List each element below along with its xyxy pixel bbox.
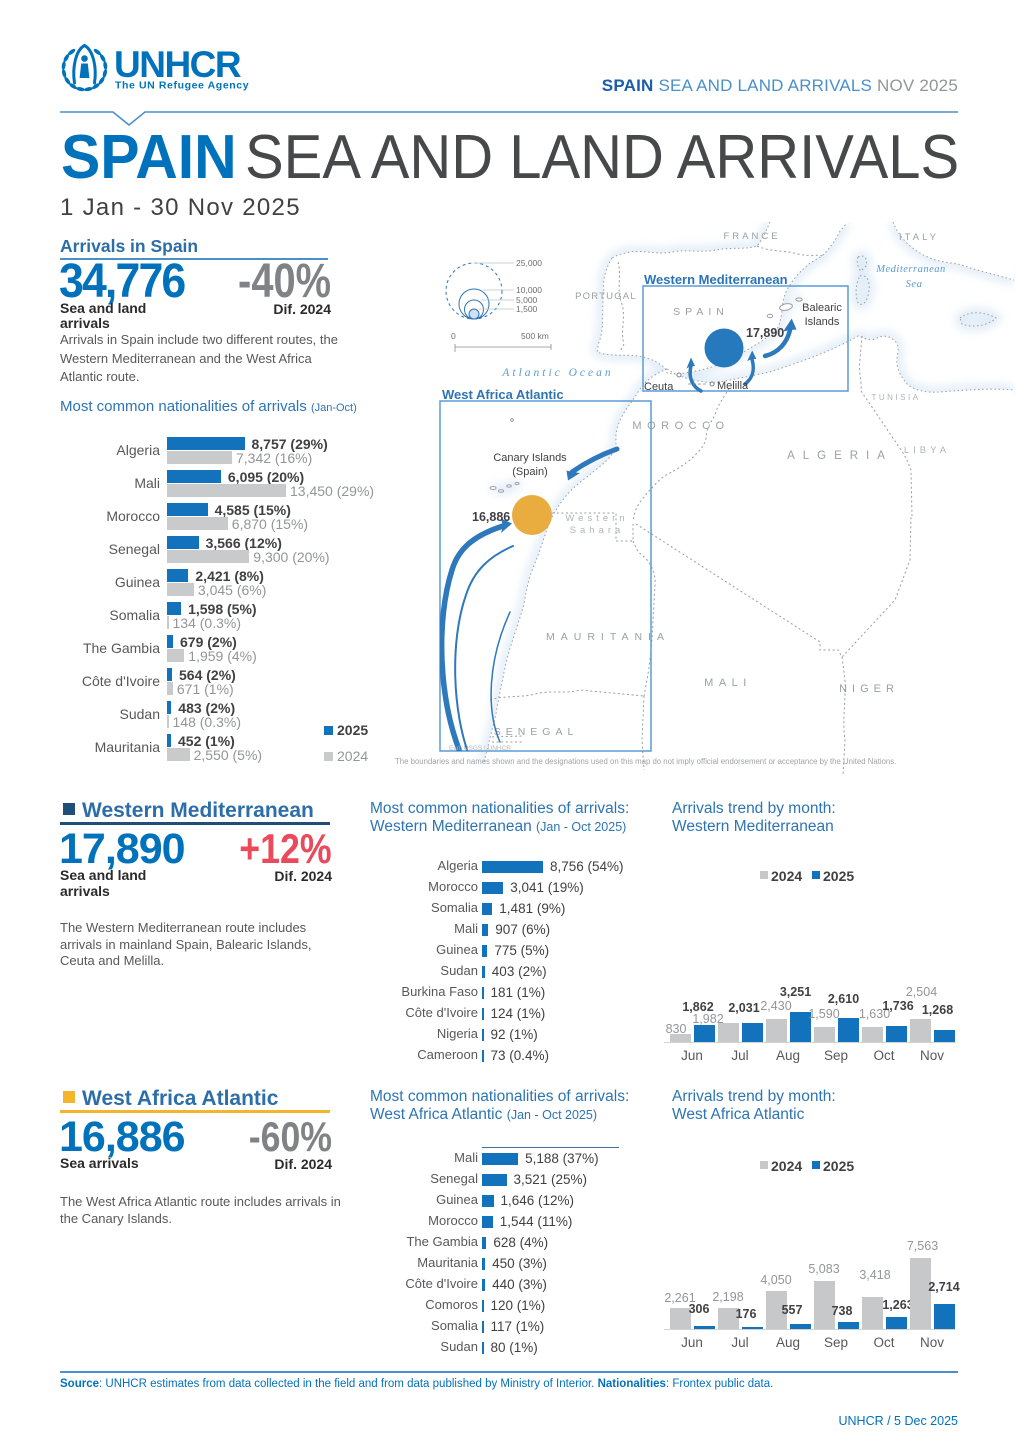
svg-text:ALGERIA: ALGERIA [787, 450, 893, 462]
svg-text:0: 0 [451, 331, 456, 341]
svg-text:25,000: 25,000 [516, 258, 542, 268]
svg-text:UNHCR: UNHCR [114, 44, 241, 85]
svg-text:500 km: 500 km [521, 331, 549, 341]
svg-text:Western: Western [565, 513, 628, 524]
svg-text:MALI: MALI [704, 677, 752, 689]
svg-text:10,000: 10,000 [516, 285, 542, 295]
svg-text:West Africa Atlantic: West Africa Atlantic [442, 387, 564, 402]
svg-text:Sea: Sea [906, 279, 923, 290]
svg-text:MAURITANIA: MAURITANIA [546, 631, 670, 643]
svg-text:5,000: 5,000 [516, 295, 538, 305]
svg-text:Ceuta: Ceuta [644, 381, 674, 393]
svg-text:Western Mediterranean: Western Mediterranean [644, 272, 788, 287]
svg-text:The UN Refugee Agency: The UN Refugee Agency [115, 80, 249, 92]
svg-text:FRANCE: FRANCE [723, 231, 780, 242]
svg-text:Canary Islands: Canary Islands [493, 452, 567, 464]
svg-text:The boundaries and names shown: The boundaries and names shown and the d… [395, 757, 896, 766]
svg-text:Melilla: Melilla [717, 380, 749, 392]
svg-text:Esri, USGS | UNHCR: Esri, USGS | UNHCR [449, 745, 511, 752]
svg-text:ITALY: ITALY [899, 232, 939, 243]
svg-text:Sahara: Sahara [570, 525, 625, 536]
svg-text:SPAIN: SPAIN [673, 306, 729, 318]
svg-text:Atlantic Ocean: Atlantic Ocean [501, 367, 613, 379]
svg-text:MOROCCO: MOROCCO [632, 420, 729, 432]
svg-text:1,500: 1,500 [516, 304, 538, 314]
svg-text:(Spain): (Spain) [512, 466, 547, 478]
svg-text:LIBYA: LIBYA [904, 445, 950, 456]
svg-text:17,890: 17,890 [746, 326, 784, 340]
svg-text:PORTUGAL: PORTUGAL [575, 291, 637, 302]
svg-text:Mediterranean: Mediterranean [875, 264, 946, 275]
svg-text:16,886: 16,886 [472, 510, 510, 524]
svg-text:NIGER: NIGER [839, 683, 899, 695]
svg-text:TUNISIA: TUNISIA [871, 393, 920, 402]
svg-text:Islands: Islands [805, 316, 840, 328]
svg-text:SENEGAL: SENEGAL [494, 726, 579, 738]
svg-text:Balearic: Balearic [802, 302, 842, 314]
